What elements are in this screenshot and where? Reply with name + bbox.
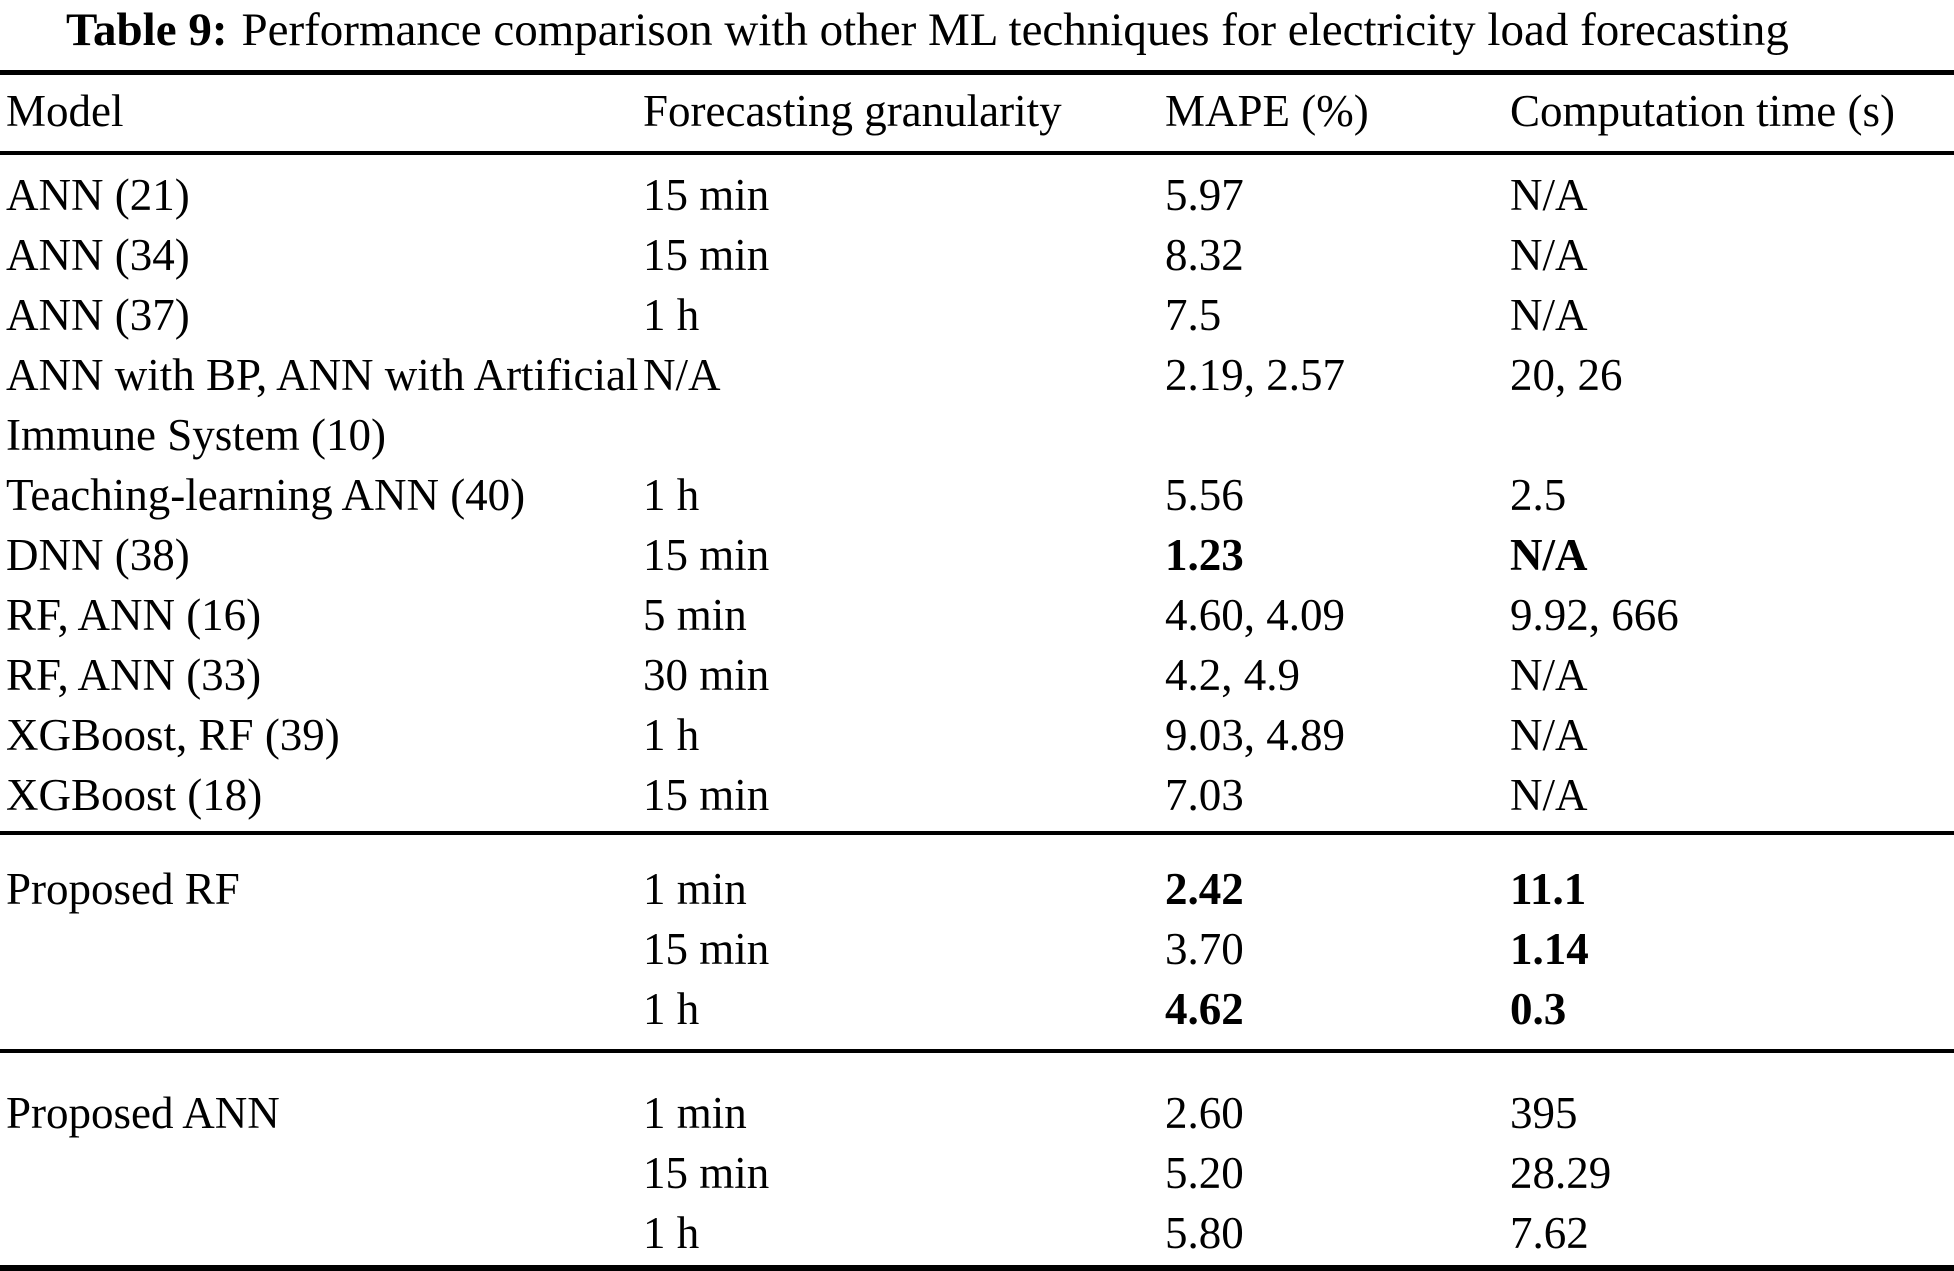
cell-time: N/A (1510, 710, 1588, 760)
cell-time: 11.1 (1510, 864, 1587, 914)
cell-time: 7.62 (1510, 1208, 1589, 1258)
cell-model: ANN (37) (6, 290, 190, 340)
table-row: Teaching-learning ANN (40) 1 h 5.56 2.5 (0, 465, 1954, 525)
cell-model: DNN (38) (6, 530, 190, 580)
cell-mape: 9.03, 4.89 (1165, 710, 1345, 760)
header-model: Model (6, 86, 124, 136)
cell-mape: 4.60, 4.09 (1165, 590, 1345, 640)
cell-model (0, 979, 643, 1039)
header-granularity: Forecasting granularity (643, 86, 1062, 136)
table-row: Proposed ANN 1 min 2.60 395 (0, 1083, 1954, 1143)
cell-time: 9.92, 666 (1510, 590, 1679, 640)
cell-granularity: 1 h (643, 290, 700, 340)
cell-granularity: 1 min (643, 864, 747, 914)
cell-granularity: 30 min (643, 650, 770, 700)
cell-granularity: 15 min (643, 530, 770, 580)
header-rule (0, 151, 1954, 155)
cell-model: ANN with BP, ANN with Artificial Immune … (6, 350, 639, 460)
table-row: ANN (37) 1 h 7.5 N/A (0, 285, 1954, 345)
table-row: XGBoost (18) 15 min 7.03 N/A (0, 765, 1954, 825)
cell-time: N/A (1510, 230, 1588, 280)
cell-mape: 3.70 (1165, 924, 1244, 974)
cell-time: N/A (1510, 530, 1588, 580)
header-mape: MAPE (%) (1165, 86, 1369, 136)
cell-time: N/A (1510, 290, 1588, 340)
cell-mape: 5.20 (1165, 1148, 1244, 1198)
cell-model: XGBoost, RF (39) (6, 710, 340, 760)
table-row: ANN (21) 15 min 5.97 N/A (0, 165, 1954, 225)
table-row: XGBoost, RF (39) 1 h 9.03, 4.89 N/A (0, 705, 1954, 765)
cell-model (0, 1203, 643, 1263)
section-divider-rule (0, 1049, 1954, 1053)
bottom-rule (0, 1265, 1954, 1271)
table-row: 15 min 3.70 1.14 (0, 919, 1954, 979)
cell-time: 28.29 (1510, 1148, 1612, 1198)
cell-mape: 7.5 (1165, 290, 1222, 340)
cell-granularity: 15 min (643, 770, 770, 820)
cell-granularity: 15 min (643, 1148, 770, 1198)
cell-model: Proposed ANN (6, 1088, 280, 1138)
section-divider-rule (0, 831, 1954, 835)
top-rule (0, 70, 1954, 75)
section-proposed-ann: Proposed ANN 1 min 2.60 395 15 min 5.20 28.29 1… (0, 1053, 1954, 1265)
cell-time: 0.3 (1510, 984, 1567, 1034)
cell-time: N/A (1510, 170, 1588, 220)
cell-model: ANN (21) (6, 170, 190, 220)
cell-granularity: 1 min (643, 1088, 747, 1138)
cell-granularity: 1 h (643, 470, 700, 520)
cell-granularity: 1 h (643, 710, 700, 760)
cell-mape: 2.19, 2.57 (1165, 350, 1345, 400)
cell-time: 2.5 (1510, 470, 1567, 520)
cell-mape: 2.42 (1165, 864, 1244, 914)
cell-mape: 1.23 (1165, 530, 1244, 580)
table-row: 1 h 4.62 0.3 (0, 979, 1954, 1039)
cell-mape: 7.03 (1165, 770, 1244, 820)
cell-time: N/A (1510, 650, 1588, 700)
cell-model: ANN (34) (6, 230, 190, 280)
cell-mape: 4.62 (1165, 984, 1244, 1034)
table-row: RF, ANN (16) 5 min 4.60, 4.09 9.92, 666 (0, 585, 1954, 645)
table-row: 1 h 5.80 7.62 (0, 1203, 1954, 1263)
cell-time: 20, 26 (1510, 350, 1623, 400)
cell-model: Proposed RF (6, 864, 240, 914)
cell-model: RF, ANN (33) (6, 650, 262, 700)
table-row: ANN with BP, ANN with Artificial Immune … (0, 345, 1954, 465)
header-computation-time: Computation time (s) (1510, 86, 1895, 136)
cell-granularity: 1 h (643, 1208, 700, 1258)
cell-time: N/A (1510, 770, 1588, 820)
cell-model: Teaching-learning ANN (40) (6, 470, 526, 520)
table-caption-text: Performance comparison with other ML tec… (241, 4, 1789, 56)
table-row: Proposed RF 1 min 2.42 11.1 (0, 859, 1954, 919)
table-row: DNN (38) 15 min 1.23 N/A (0, 525, 1954, 585)
table-row: RF, ANN (33) 30 min 4.2, 4.9 N/A (0, 645, 1954, 705)
cell-mape: 4.2, 4.9 (1165, 650, 1300, 700)
cell-granularity: N/A (643, 350, 721, 400)
cell-mape: 2.60 (1165, 1088, 1244, 1138)
cell-granularity: 15 min (643, 230, 770, 280)
cell-model: XGBoost (18) (6, 770, 263, 820)
cell-model (0, 919, 643, 979)
cell-granularity: 15 min (643, 170, 770, 220)
section-proposed-rf: Proposed RF 1 min 2.42 11.1 15 min 3.70 1.14 1 … (0, 835, 1954, 1049)
cell-granularity: 15 min (643, 924, 770, 974)
cell-model (0, 1143, 643, 1203)
section-other-techniques: ANN (21) 15 min 5.97 N/A ANN (34) 15 min 8.32 N… (0, 155, 1954, 831)
cell-model: RF, ANN (16) (6, 590, 262, 640)
table-row: 15 min 5.20 28.29 (0, 1143, 1954, 1203)
cell-time: 395 (1510, 1088, 1578, 1138)
table-caption-label: Table 9: (66, 4, 228, 56)
table-caption: Table 9: Performance comparison with othe… (0, 0, 1954, 56)
cell-mape: 8.32 (1165, 230, 1244, 280)
table-row: ANN (34) 15 min 8.32 N/A (0, 225, 1954, 285)
cell-mape: 5.80 (1165, 1208, 1244, 1258)
cell-mape: 5.56 (1165, 470, 1244, 520)
cell-granularity: 5 min (643, 590, 747, 640)
cell-granularity: 1 h (643, 984, 700, 1034)
cell-time: 1.14 (1510, 924, 1589, 974)
table-header-row: Model Forecasting granularity MAPE (%) C… (0, 75, 1954, 151)
cell-mape: 5.97 (1165, 170, 1244, 220)
